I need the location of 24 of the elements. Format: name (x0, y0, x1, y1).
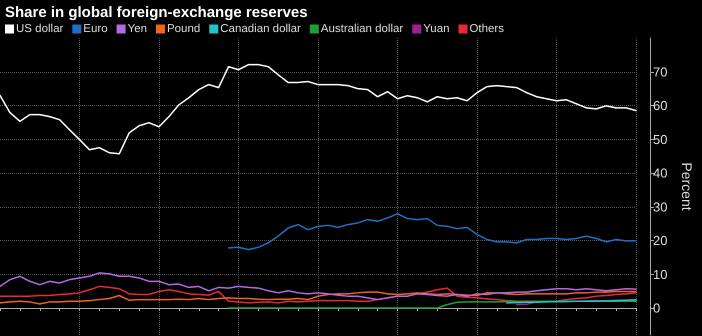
y-tick-label: 10 (653, 266, 668, 282)
legend-label: US dollar (16, 23, 64, 35)
y-axis-title: Percent (679, 162, 695, 211)
chart-title: Share in global foreign-exchange reserves (5, 4, 308, 21)
y-tick-label: 50 (653, 132, 668, 147)
legend-label: Yuan (423, 23, 450, 35)
line-series (228, 213, 637, 250)
legend-label: Pound (166, 23, 200, 35)
y-tick-label: 70 (653, 64, 668, 80)
legend-label: Canadian dollar (220, 23, 301, 35)
line-series (0, 286, 637, 304)
legend-label: Australian dollar (320, 23, 404, 35)
legend-label: Yen (128, 23, 147, 35)
line-series (0, 64, 637, 155)
line-series (228, 300, 637, 309)
y-tick-label: 0 (653, 300, 660, 316)
line-series (0, 272, 637, 300)
y-tick-label: 30 (653, 199, 668, 214)
legend-label: Euro (83, 23, 108, 35)
line-series (0, 290, 637, 305)
y-tick-label: 60 (653, 98, 668, 113)
y-tick-label: 40 (653, 166, 668, 180)
y-tick-label: 20 (653, 233, 668, 248)
legend-label: Others (469, 23, 504, 35)
